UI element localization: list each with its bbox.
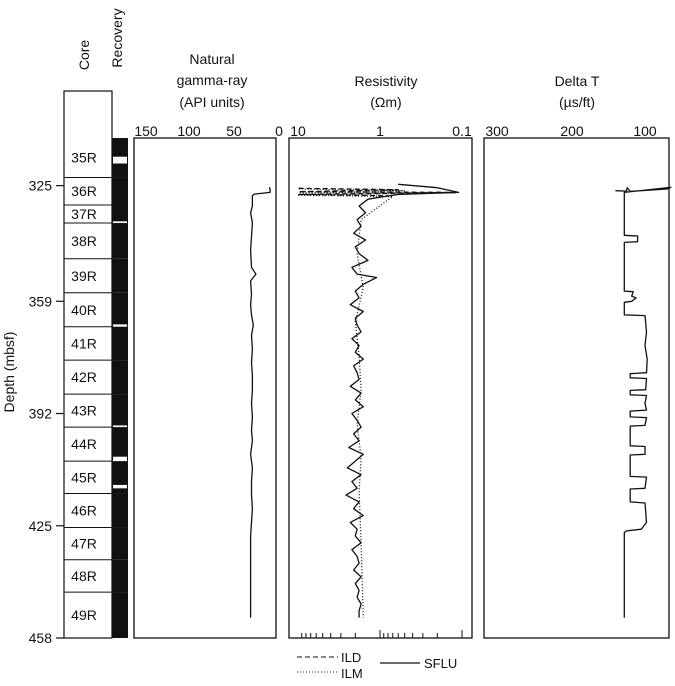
core-label: 38R (71, 233, 97, 249)
core-label: 43R (71, 403, 97, 419)
gamma-tick-label: 100 (177, 123, 201, 139)
delta-t-panel: Delta T (µs/ft) 300 200 100 (483, 73, 672, 639)
recovery-bar (112, 258, 128, 293)
core-label: 47R (71, 536, 97, 552)
core-label: 40R (71, 302, 97, 318)
depth-ticks: 325 359 392 425 458 (29, 178, 64, 646)
recovery-gap (113, 156, 127, 164)
delta-t-tick-label: 300 (485, 123, 509, 139)
resistivity-legend: ILD ILM SFLU (297, 650, 457, 681)
depth-tick-label: 458 (29, 630, 53, 646)
core-column: 35R 36R 37R 38R 39R 40R 41R 42R 43R 44R 45R 46R 47R 4… (63, 90, 128, 639)
delta-t-tick-label: 200 (560, 123, 584, 139)
core-column-frame (63, 90, 113, 639)
core-label: 36R (71, 183, 97, 199)
resistivity-frame (288, 137, 473, 639)
recovery-bar (112, 326, 128, 361)
recovery-bar (112, 177, 128, 206)
gamma-ray-curves (249, 186, 271, 618)
gamma-title-line-3: (API units) (179, 94, 244, 110)
delta-t-tick-label: 100 (633, 123, 657, 139)
gamma-ray-curve (249, 186, 271, 618)
resistivity-log-ticks (301, 630, 463, 638)
recovery-bar (112, 461, 128, 494)
recovery-bar (112, 592, 128, 638)
core-label: 35R (71, 150, 97, 166)
core-label: 39R (71, 268, 97, 284)
resistivity-sflu (345, 183, 460, 618)
recovery-gap (113, 425, 127, 428)
recovery-bar (112, 223, 128, 259)
gamma-tick-label: 50 (226, 123, 242, 139)
core-label: 46R (71, 502, 97, 518)
delta-t-title-line-2: (µs/ft) (559, 94, 595, 110)
core-label: 45R (71, 469, 97, 485)
recovery-gap (113, 324, 127, 327)
delta-t-title-line-1: Delta T (555, 73, 600, 89)
recovery-bar (112, 360, 128, 395)
delta-t-frame (483, 137, 670, 639)
legend-ild-label: ILD (341, 650, 361, 665)
recovery-gap (113, 484, 127, 489)
recovery-bar (112, 559, 128, 593)
core-label: 42R (71, 369, 97, 385)
core-label: 41R (71, 335, 97, 351)
recovery-bar (112, 527, 128, 560)
recovery-bar (112, 394, 128, 428)
depth-axis-label: Depth (mbsf) (1, 332, 17, 413)
core-label: 44R (71, 436, 97, 452)
depth-tick-label: 359 (29, 293, 53, 309)
recovery-gap (113, 221, 127, 224)
gamma-title-line-2: gamma-ray (177, 72, 248, 88)
resistivity-ild (298, 187, 457, 197)
depth-tick-label: 325 (29, 178, 53, 194)
delta-t-curves (615, 186, 672, 618)
delta-t-curve (615, 186, 672, 618)
resistivity-title-line-1: Resistivity (354, 73, 417, 89)
gamma-tick-label: 0 (275, 123, 283, 139)
resistivity-panel: Resistivity (Ωm) 10 1 0.1 (288, 73, 473, 639)
resistivity-tick-label: 10 (290, 123, 306, 139)
core-column-header: Core (76, 40, 92, 71)
recovery-bar (112, 427, 128, 462)
gamma-tick-label: 150 (134, 123, 158, 139)
gamma-ray-frame (133, 137, 277, 639)
depth-tick-label: 392 (29, 406, 53, 422)
depth-tick-label: 425 (29, 518, 53, 534)
gamma-title-line-1: Natural (189, 51, 234, 67)
core-label: 49R (71, 607, 97, 623)
core-label: 37R (71, 206, 97, 222)
recovery-column-header: Recovery (109, 8, 125, 67)
resistivity-curves (298, 183, 460, 618)
legend-ilm-label: ILM (341, 666, 363, 681)
legend-sflu-label: SFLU (424, 656, 457, 671)
recovery-bar (112, 493, 128, 528)
recovery-gap (113, 456, 127, 462)
resistivity-tick-label: 0.1 (452, 123, 472, 139)
resistivity-ilm (298, 188, 457, 618)
recovery-bar (112, 205, 128, 224)
core-label: 48R (71, 568, 97, 584)
recovery-bar (112, 292, 128, 327)
gamma-ray-panel: Natural gamma-ray (API units) 150 100 50… (133, 51, 283, 639)
resistivity-title-line-2: (Ωm) (370, 94, 401, 110)
resistivity-tick-label: 1 (376, 123, 384, 139)
